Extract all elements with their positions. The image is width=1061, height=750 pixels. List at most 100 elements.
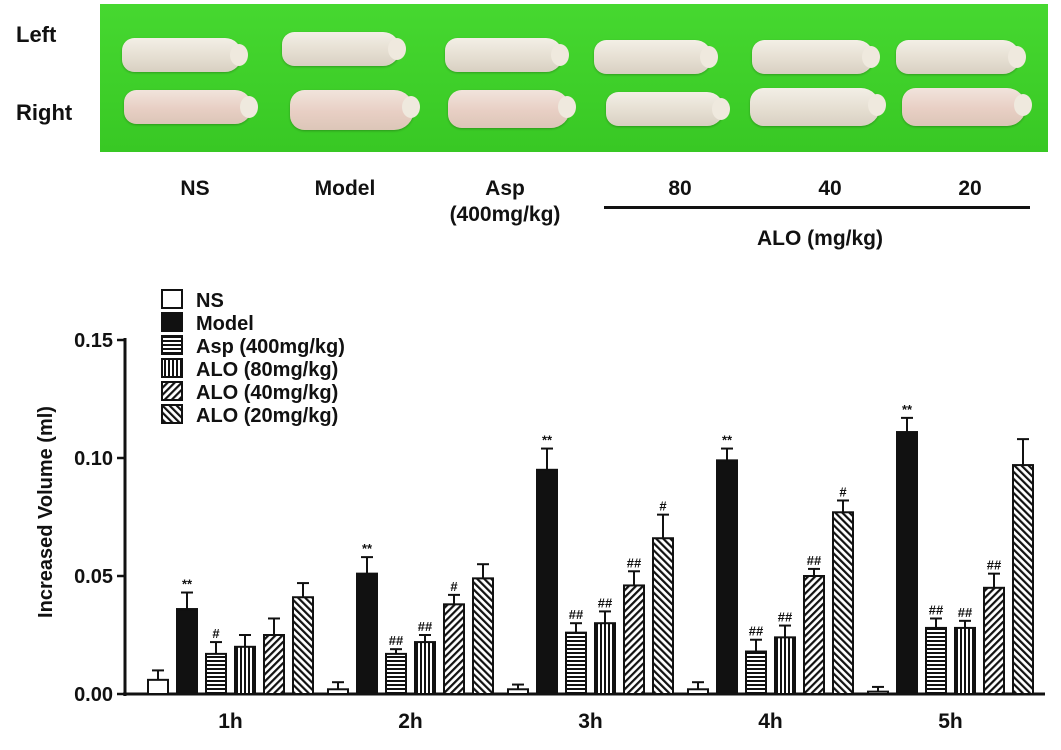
bar-2h-0 (327, 688, 349, 695)
bar-4h-5 (832, 511, 854, 695)
paw-left-asp (445, 38, 569, 72)
paw-right-ns (124, 90, 258, 124)
paw-left-alo20 (896, 40, 1026, 74)
sig-mark-4h-3: ## (778, 610, 793, 625)
sig-mark-3h-3: ## (598, 595, 613, 610)
sig-mark-3h-5: # (659, 499, 667, 514)
y-axis-title: Increased Volume (ml) (35, 406, 57, 618)
paw-right-alo20 (902, 88, 1032, 126)
row-label-right: Right (16, 100, 73, 125)
bar-1h-3 (234, 645, 256, 695)
sig-mark-5h-4: ## (987, 558, 1002, 573)
sig-mark-1h-1: ** (182, 577, 193, 592)
sig-mark-2h-1: ** (362, 541, 373, 556)
group-label-model: Model (314, 177, 376, 200)
bar-3h-2 (565, 631, 587, 696)
legend-swatch-0 (161, 289, 183, 309)
sig-mark-4h-4: ## (807, 553, 822, 568)
sig-mark-3h-4: ## (627, 555, 642, 570)
bar-4h-2 (745, 650, 767, 695)
paw-right-alo40 (750, 88, 886, 126)
bar-chart: Increased Volume (ml) 0.00 0.05 0.10 0.15 *… (35, 289, 1045, 733)
bar-5h-5 (1012, 464, 1034, 695)
legend-label-4: ALO (40mg/kg) (196, 382, 338, 404)
x-tick-label-2h: 2h (398, 710, 423, 733)
group-label-asp-dose: (400mg/kg) (449, 203, 561, 226)
group-label-asp-name: Asp (485, 177, 525, 200)
legend-label-5: ALO (20mg/kg) (196, 405, 338, 427)
x-tick-label-5h: 5h (938, 710, 963, 733)
sig-mark-4h-1: ** (722, 433, 733, 448)
y-tick-label-3: 0.15 (74, 330, 113, 352)
legend-swatch-2 (161, 335, 183, 355)
legend-swatch-5 (161, 404, 183, 424)
legend-label-1: Model (196, 313, 254, 335)
y-tick-label-0: 0.00 (74, 684, 113, 706)
group-label-alo40: 40 (818, 177, 842, 200)
bar-2h-1 (356, 572, 378, 696)
paw-left-alo40 (752, 40, 880, 74)
paw-right-model (290, 90, 420, 130)
bar-5h-4 (983, 586, 1005, 695)
bars: **#1h**#####2h**#######3h**#######4h**##… (147, 402, 1034, 733)
sig-mark-4h-2: ## (749, 624, 764, 639)
bar-1h-1 (176, 608, 198, 696)
bar-5h-0 (867, 690, 889, 696)
sig-mark-2h-3: ## (418, 619, 433, 634)
x-tick-label-1h: 1h (218, 710, 243, 733)
sig-mark-5h-2: ## (929, 602, 944, 617)
alo-bracket-line (604, 206, 1030, 209)
paw-left-model (282, 32, 406, 66)
legend-swatch-1 (161, 312, 183, 332)
alo-bracket-label: ALO (mg/kg) (757, 227, 883, 250)
sig-mark-4h-5: # (839, 484, 847, 499)
group-label-alo80: 80 (668, 177, 692, 200)
bar-2h-3 (414, 641, 436, 695)
bar-1h-2 (205, 652, 227, 696)
group-label-ns: NS (180, 177, 210, 200)
x-tick-label-3h: 3h (578, 710, 603, 733)
bar-4h-0 (687, 688, 709, 695)
paw-right-alo80 (606, 92, 730, 126)
bar-3h-1 (536, 468, 558, 695)
bar-3h-5 (652, 537, 674, 695)
sig-mark-5h-3: ## (958, 605, 973, 620)
bar-2h-2 (385, 652, 407, 696)
bar-4h-1 (716, 459, 738, 695)
bar-1h-4 (263, 634, 285, 695)
sig-mark-3h-1: ** (542, 433, 553, 448)
legend-label-2: Asp (400mg/kg) (196, 336, 345, 358)
bar-1h-5 (292, 596, 314, 695)
row-label-left: Left (16, 22, 57, 47)
sig-mark-2h-2: ## (389, 633, 404, 648)
bar-3h-3 (594, 622, 616, 696)
group-label-alo20: 20 (958, 177, 982, 200)
bar-1h-0 (147, 678, 169, 695)
sig-mark-5h-1: ** (902, 402, 913, 417)
sig-mark-2h-4: # (450, 579, 458, 594)
bar-3h-4 (623, 584, 645, 695)
bar-2h-4 (443, 603, 465, 696)
bar-5h-1 (896, 431, 918, 695)
bar-5h-2 (925, 626, 947, 696)
bar-5h-3 (954, 626, 976, 696)
paw-right-asp (448, 90, 576, 128)
legend-swatch-3 (161, 358, 183, 378)
legend-label-3: ALO (80mg/kg) (196, 359, 338, 381)
y-tick-label-2: 0.10 (74, 448, 113, 470)
x-tick-label-4h: 4h (758, 710, 783, 733)
legend-label-0: NS (196, 290, 224, 312)
paw-left-ns (122, 38, 248, 72)
group-label-asp: Asp (400mg/kg) (420, 176, 590, 228)
bar-4h-3 (774, 636, 796, 695)
legend-swatch-4 (161, 381, 183, 401)
bar-4h-4 (803, 575, 825, 695)
sig-mark-1h-2: # (212, 626, 220, 641)
y-tick-label-1: 0.05 (74, 566, 113, 588)
sig-mark-3h-2: ## (569, 607, 584, 622)
bar-3h-0 (507, 688, 529, 695)
paw-photo (100, 4, 1048, 152)
paw-left-alo80 (594, 40, 718, 74)
bar-2h-5 (472, 577, 494, 695)
